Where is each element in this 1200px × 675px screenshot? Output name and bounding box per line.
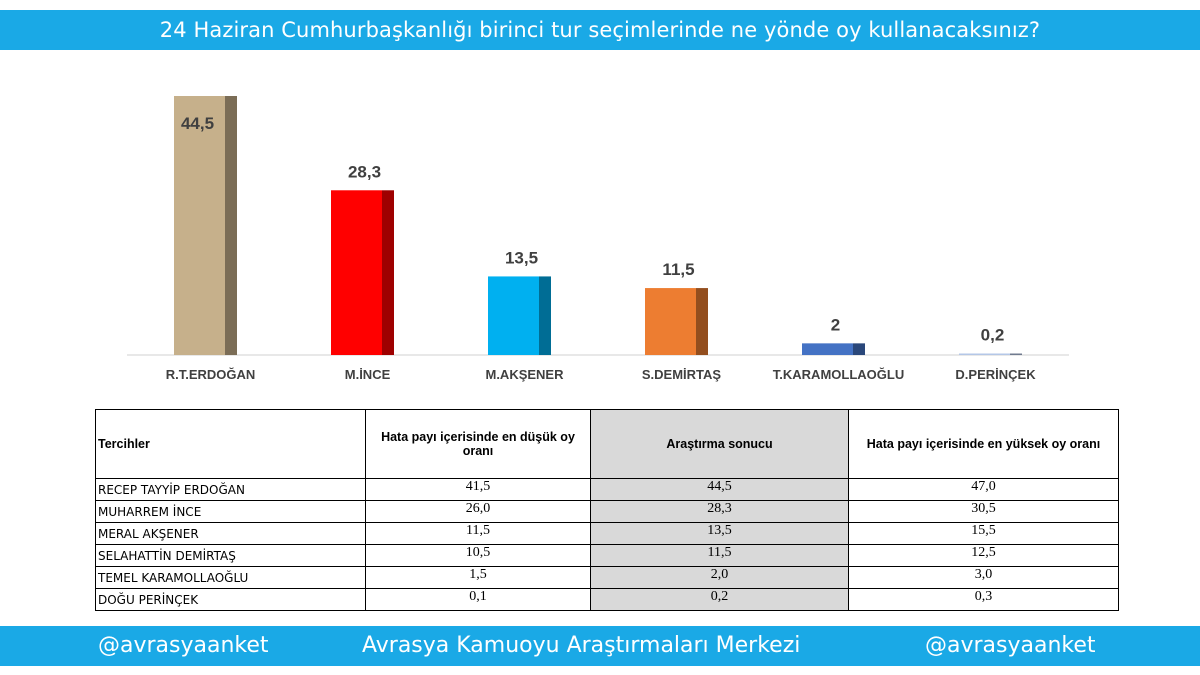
bar-4 (645, 288, 696, 355)
table-cell-name: MERAL AKŞENER (95, 522, 366, 545)
table-cell-name: SELAHATTİN DEMİRTAŞ (95, 544, 366, 567)
table-cell-name: TEMEL KARAMOLLAOĞLU (95, 566, 366, 589)
bar-side-2 (382, 190, 394, 355)
table-cell-result: 0,2 (590, 588, 849, 611)
table-row: MERAL AKŞENER 11,5 13,5 15,5 (95, 522, 1119, 545)
table-cell-name: DOĞU PERİNÇEK (95, 588, 366, 611)
data-label: 13,5 (505, 248, 538, 267)
page-title: 24 Haziran Cumhurbaşkanlığı birinci tur … (159, 18, 1041, 42)
data-label: 44,5 (181, 114, 214, 133)
table-cell-low: 1,5 (365, 566, 591, 589)
bar-1 (174, 96, 225, 355)
table-row: MUHARREM İNCE 26,0 28,3 30,5 (95, 500, 1119, 523)
x-tick-label: M.İNCE (345, 367, 391, 382)
bar-side-1 (225, 96, 237, 355)
header-cell-highest: Hata payı içerisinde en yüksek oy oranı (848, 409, 1119, 479)
footer-handle-right: @avrasyaanket (925, 633, 1096, 658)
bar-chart: 44,5 R.T.ERDOĞAN 28,3 M.İNCE 13,5 M.AKŞENER 11… (127, 96, 1069, 382)
bar-side-5 (853, 343, 865, 355)
table-header-row: Tercihler Hata payı içerisinde en düşük … (95, 409, 1119, 479)
data-label: 0,2 (981, 326, 1005, 345)
table-cell-name: RECEP TAYYİP ERDOĞAN (95, 478, 366, 501)
header-bar: 24 Haziran Cumhurbaşkanlığı birinci tur … (0, 10, 1200, 50)
table-cell-result: 28,3 (590, 500, 849, 523)
bar-side-6 (1010, 353, 1022, 355)
table-row: SELAHATTİN DEMİRTAŞ 10,5 11,5 12,5 (95, 544, 1119, 567)
table-cell-high: 15,5 (848, 522, 1119, 545)
table-row: RECEP TAYYİP ERDOĞAN 41,5 44,5 47,0 (95, 478, 1119, 501)
table-cell-low: 0,1 (365, 588, 591, 611)
x-tick-label: M.AKŞENER (485, 367, 564, 382)
x-tick-label: D.PERİNÇEK (955, 367, 1036, 382)
table-cell-high: 0,3 (848, 588, 1119, 611)
table-cell-high: 47,0 (848, 478, 1119, 501)
results-table: Tercihler Hata payı içerisinde en düşük … (95, 409, 1119, 611)
footer-organization: Avrasya Kamuoyu Araştırmaları Merkezi (362, 633, 801, 658)
table-cell-name: MUHARREM İNCE (95, 500, 366, 523)
bar-5 (802, 343, 853, 355)
x-tick-label: R.T.ERDOĞAN (166, 367, 256, 382)
table-cell-high: 30,5 (848, 500, 1119, 523)
header-cell-result: Araştırma sonucu (590, 409, 849, 479)
table-row: TEMEL KARAMOLLAOĞLU 1,5 2,0 3,0 (95, 566, 1119, 589)
bar-3 (488, 276, 539, 355)
header-cell-choices: Tercihler (95, 409, 366, 479)
header-cell-lowest: Hata payı içerisinde en düşük oy oranı (365, 409, 591, 479)
table-cell-low: 10,5 (365, 544, 591, 567)
data-label: 11,5 (662, 260, 694, 279)
table-cell-low: 11,5 (365, 522, 591, 545)
table-cell-result: 2,0 (590, 566, 849, 589)
x-tick-label: S.DEMİRTAŞ (642, 367, 722, 382)
bar-6 (959, 353, 1010, 355)
data-label: 28,3 (348, 162, 381, 181)
table-cell-result: 44,5 (590, 478, 849, 501)
table-cell-result: 11,5 (590, 544, 849, 567)
table-cell-low: 26,0 (365, 500, 591, 523)
table-row: DOĞU PERİNÇEK 0,1 0,2 0,3 (95, 588, 1119, 611)
bar-side-4 (696, 288, 708, 355)
data-label: 2 (831, 315, 840, 334)
table-cell-high: 3,0 (848, 566, 1119, 589)
footer-bar: @avrasyaanket Avrasya Kamuoyu Araştırmal… (0, 626, 1200, 666)
table-cell-low: 41,5 (365, 478, 591, 501)
bar-side-3 (539, 276, 551, 355)
footer-handle-left: @avrasyaanket (98, 633, 269, 658)
x-tick-label: T.KARAMOLLAOĞLU (773, 367, 904, 382)
table-cell-high: 12,5 (848, 544, 1119, 567)
table-cell-result: 13,5 (590, 522, 849, 545)
bar-2 (331, 190, 382, 355)
